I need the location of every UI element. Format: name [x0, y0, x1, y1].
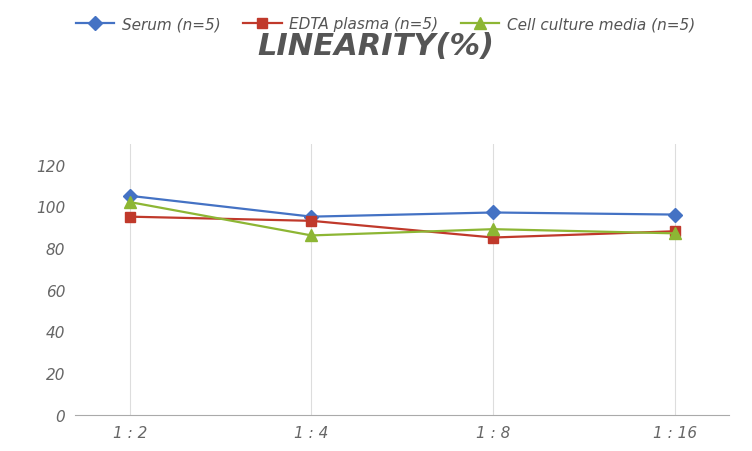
Serum (n=5) — [489, 210, 498, 216]
Text: LINEARITY(%): LINEARITY(%) — [257, 32, 495, 60]
Cell culture media (n=5) — [125, 200, 134, 205]
Cell culture media (n=5) — [489, 227, 498, 232]
EDTA plasma (n=5) — [125, 215, 134, 220]
Cell culture media (n=5) — [671, 231, 680, 236]
EDTA plasma (n=5) — [489, 235, 498, 241]
EDTA plasma (n=5) — [307, 219, 316, 224]
Line: EDTA plasma (n=5): EDTA plasma (n=5) — [125, 212, 680, 243]
EDTA plasma (n=5) — [671, 229, 680, 235]
Line: Serum (n=5): Serum (n=5) — [125, 192, 680, 222]
Serum (n=5) — [307, 215, 316, 220]
Line: Cell culture media (n=5): Cell culture media (n=5) — [124, 197, 681, 241]
Serum (n=5) — [125, 193, 134, 199]
Serum (n=5) — [671, 212, 680, 218]
Cell culture media (n=5) — [307, 233, 316, 239]
Legend: Serum (n=5), EDTA plasma (n=5), Cell culture media (n=5): Serum (n=5), EDTA plasma (n=5), Cell cul… — [70, 11, 702, 38]
